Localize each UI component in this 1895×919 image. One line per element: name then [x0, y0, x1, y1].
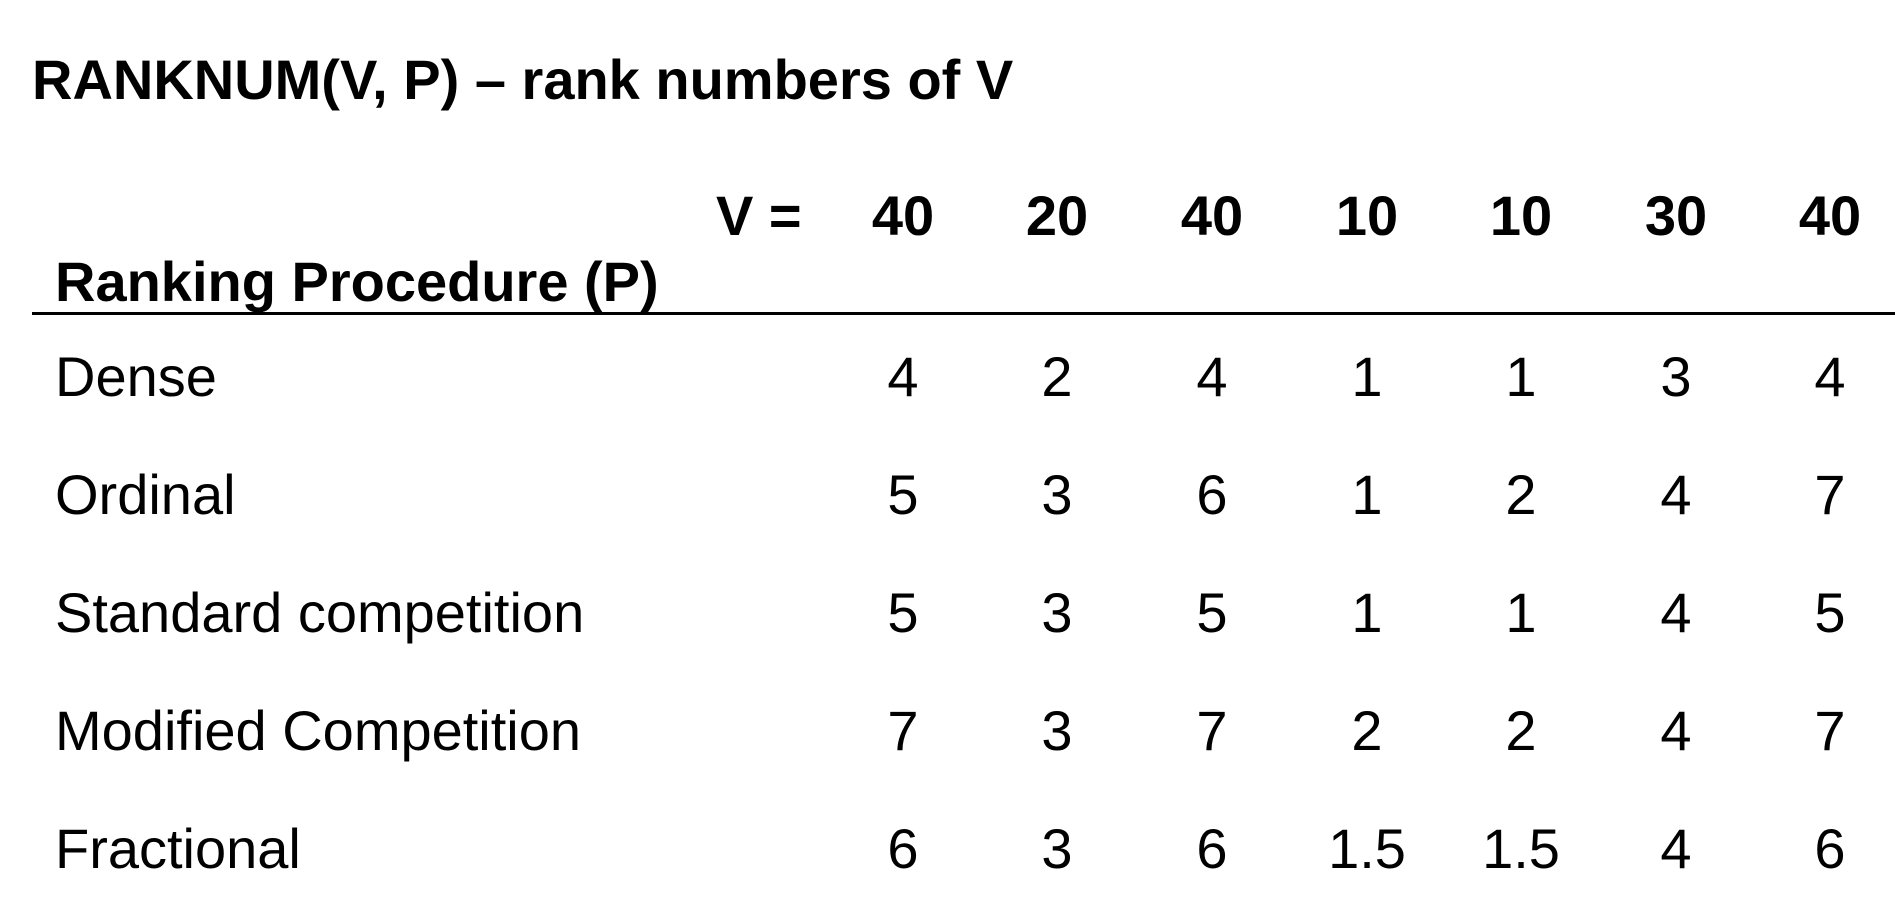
v-value-header: 10 [1335, 184, 1399, 247]
rank-cell: 3 [1041, 463, 1073, 526]
rank-cell: 4 [1660, 463, 1692, 526]
header-divider [32, 312, 1895, 315]
rank-cell: 7 [887, 699, 919, 762]
rank-cell: 4 [1660, 817, 1692, 880]
rank-cell: 2 [1505, 699, 1537, 762]
rank-cell: 6 [887, 817, 919, 880]
v-value-header: 40 [1180, 184, 1244, 247]
v-value-header: 40 [1798, 184, 1862, 247]
rank-cell: 2 [1041, 345, 1073, 408]
v-value-header: 40 [871, 184, 935, 247]
rank-cell: 1 [1505, 581, 1537, 644]
rank-cell: 1.5 [1482, 817, 1560, 880]
rank-cell: 2 [1505, 463, 1537, 526]
rank-cell: 5 [1196, 581, 1228, 644]
page-title: RANKNUM(V, P) – rank numbers of V [32, 48, 1014, 111]
rank-cell: 4 [1196, 345, 1228, 408]
rank-cell: 1.5 [1328, 817, 1406, 880]
row-label: Ordinal [55, 463, 236, 526]
row-label: Modified Competition [55, 699, 582, 762]
rank-cell: 1 [1351, 345, 1383, 408]
v-value-header: 30 [1644, 184, 1708, 247]
v-value-header: 10 [1489, 184, 1553, 247]
rank-cell: 2 [1351, 699, 1383, 762]
rank-cell: 1 [1351, 581, 1383, 644]
rank-cell: 6 [1814, 817, 1846, 880]
row-label: Fractional [55, 817, 301, 880]
rank-cell: 1 [1351, 463, 1383, 526]
rank-cell: 6 [1196, 463, 1228, 526]
rank-cell: 3 [1041, 817, 1073, 880]
rank-cell: 4 [1660, 699, 1692, 762]
procedure-column-header: Ranking Procedure (P) [55, 250, 659, 313]
rank-cell: 5 [887, 581, 919, 644]
rank-cell: 5 [1814, 581, 1846, 644]
rank-cell: 3 [1660, 345, 1692, 408]
v-label: V = [716, 184, 802, 247]
rank-cell: 4 [1814, 345, 1846, 408]
rank-cell: 4 [887, 345, 919, 408]
rank-cell: 5 [887, 463, 919, 526]
rank-cell: 7 [1196, 699, 1228, 762]
row-label: Dense [55, 345, 217, 408]
rank-cell: 1 [1505, 345, 1537, 408]
rank-cell: 7 [1814, 699, 1846, 762]
v-value-header: 20 [1025, 184, 1089, 247]
rank-cell: 6 [1196, 817, 1228, 880]
rank-cell: 7 [1814, 463, 1846, 526]
row-label: Standard competition [55, 581, 585, 644]
rank-cell: 4 [1660, 581, 1692, 644]
rank-cell: 3 [1041, 581, 1073, 644]
rank-cell: 3 [1041, 699, 1073, 762]
